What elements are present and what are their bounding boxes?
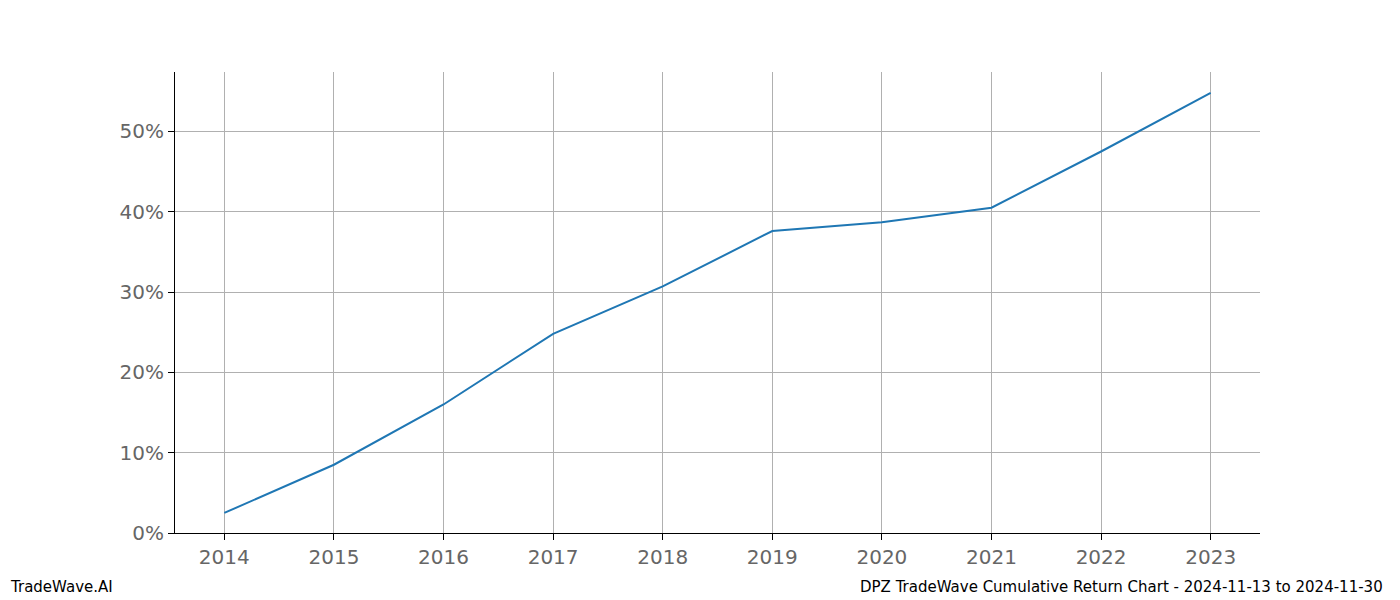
svg-text:TradeWave.AI: TradeWave.AI [10,578,113,596]
svg-text:2016: 2016 [418,545,469,569]
svg-text:DPZ TradeWave Cumulative Retur: DPZ TradeWave Cumulative Return Chart - … [860,578,1383,596]
svg-text:2021: 2021 [966,545,1017,569]
svg-text:2022: 2022 [1076,545,1127,569]
svg-text:2015: 2015 [308,545,359,569]
svg-text:0%: 0% [132,521,164,545]
svg-text:30%: 30% [120,280,164,304]
svg-text:2017: 2017 [528,545,579,569]
svg-text:40%: 40% [120,200,164,224]
svg-text:2020: 2020 [856,545,907,569]
svg-text:2023: 2023 [1185,545,1236,569]
svg-text:50%: 50% [120,119,164,143]
svg-text:10%: 10% [120,441,164,465]
svg-text:2019: 2019 [747,545,798,569]
svg-text:20%: 20% [120,360,164,384]
svg-text:2014: 2014 [199,545,250,569]
svg-text:2018: 2018 [637,545,688,569]
